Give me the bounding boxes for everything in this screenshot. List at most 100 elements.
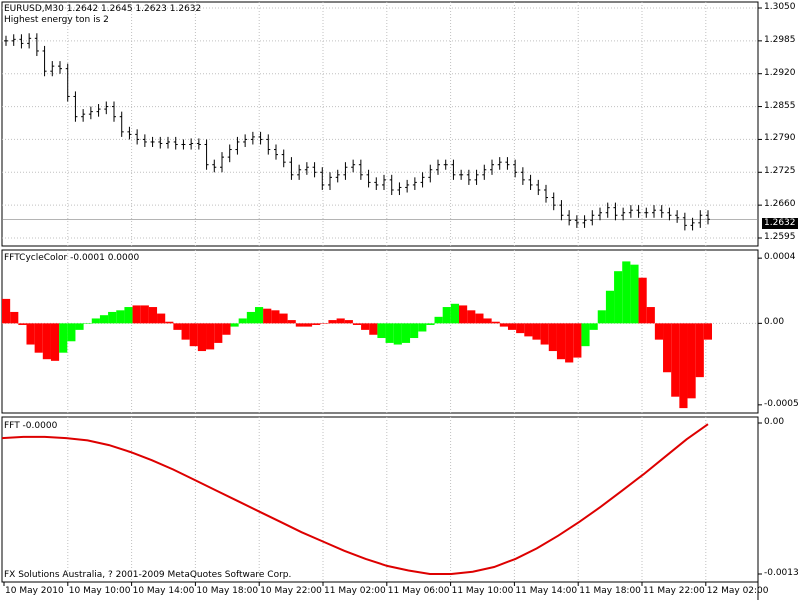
histogram-bar: [18, 323, 27, 325]
ohlc-bar: [598, 207, 602, 221]
histogram-bar: [352, 323, 362, 325]
histogram-bar: [679, 323, 688, 409]
ohlc-bar: [412, 177, 417, 190]
price-axis-label: 1.2790: [764, 133, 796, 144]
ohlc-bar: [628, 205, 633, 218]
ohlc-bar: [389, 174, 394, 196]
histogram-bar: [385, 323, 394, 343]
histogram-bar: [26, 323, 35, 345]
ohlc-bar: [304, 162, 309, 175]
fft-cycle-histogram: [2, 261, 712, 409]
time-axis-label: 11 May 06:00: [387, 586, 450, 596]
panel-frame: [1, 249, 759, 414]
ohlc-bar: [212, 159, 217, 173]
histogram-bar: [507, 323, 517, 330]
ohlc-bar: [382, 174, 386, 190]
ohlc-bar: [636, 205, 641, 218]
ohlc-bar: [551, 192, 556, 211]
ohlc-bar: [266, 134, 271, 155]
ohlc-bar: [204, 139, 209, 170]
ohlc-bar: [243, 134, 248, 148]
histogram-bar: [83, 323, 92, 324]
ohlc-bar: [343, 162, 348, 180]
histogram-bar: [426, 323, 435, 325]
ohlc-bar: [297, 164, 302, 180]
cycle-header: FFTCycleColor -0.0001 0.0000: [4, 253, 140, 263]
histogram-bar: [116, 310, 125, 324]
price-axis-label: 1.2660: [764, 199, 796, 210]
histogram-bar: [516, 323, 525, 334]
ohlc-bar: [11, 34, 16, 46]
histogram-bar: [459, 305, 468, 324]
histogram-bar: [467, 310, 476, 324]
price-bars: [4, 33, 710, 231]
histogram-bar: [238, 318, 247, 324]
ohlc-bar: [281, 149, 286, 168]
histogram-bar: [475, 313, 484, 324]
time-axis-label: 10 May 18:00: [196, 586, 259, 596]
ohlc-bar: [613, 202, 618, 221]
histogram-bar: [532, 323, 541, 340]
ohlc-bar: [451, 159, 456, 180]
time-axis-label: 12 May 02:00: [706, 586, 769, 596]
price-axis-label: 1.2985: [764, 34, 796, 45]
histogram-bar: [393, 323, 402, 345]
ohlc-bar: [366, 169, 371, 188]
ohlc-bar: [698, 210, 703, 228]
ohlc-bar: [112, 101, 116, 122]
ohlc-bar: [474, 169, 479, 185]
ohlc-bar: [351, 159, 356, 173]
histogram-bar: [222, 323, 231, 335]
histogram-bar: [34, 323, 43, 353]
histogram-bar: [605, 290, 615, 324]
histogram-bar: [287, 320, 296, 324]
time-axis-label: 11 May 22:00: [643, 586, 705, 596]
ohlc-bar: [235, 136, 240, 155]
histogram-bar: [336, 318, 345, 324]
histogram-bar: [450, 303, 460, 324]
histogram-bar: [246, 311, 255, 324]
ohlc-bar: [605, 202, 610, 218]
histogram-bar: [410, 323, 419, 339]
ohlc-bar: [528, 174, 533, 190]
histogram-bar: [491, 321, 500, 324]
ohlc-bar: [652, 205, 656, 218]
ohlc-bar: [58, 61, 62, 74]
histogram-bar: [630, 264, 639, 324]
current-price-tag: 1.2632: [762, 218, 798, 229]
ohlc-bar: [104, 101, 109, 115]
histogram-bar: [703, 323, 712, 340]
ohlc-bar: [127, 126, 132, 140]
ohlc-bar: [405, 179, 410, 193]
ohlc-bar: [659, 205, 664, 218]
histogram-bar: [524, 323, 533, 337]
histogram-bar: [214, 323, 223, 343]
histogram-bar: [654, 323, 664, 340]
histogram-bar: [10, 311, 19, 324]
time-axis-label: 10 May 2010: [5, 586, 64, 596]
ohlc-bar: [88, 106, 93, 120]
ohlc-bar: [482, 164, 487, 180]
ohlc-bar: [675, 210, 680, 223]
ohlc-bar: [520, 167, 525, 185]
ohlc-bar: [81, 109, 86, 122]
panel-frame: [1, 1, 759, 247]
price-axis-label: 1.2725: [764, 166, 796, 177]
ohlc-bar: [27, 33, 32, 49]
histogram-bar: [614, 271, 623, 324]
ohlc-bar: [312, 162, 317, 178]
ohlc-bar: [497, 157, 502, 170]
ohlc-bar: [574, 215, 579, 228]
ohlc-bar: [250, 131, 255, 145]
histogram-bar: [581, 323, 590, 347]
time-axis-label: 11 May 02:00: [324, 586, 386, 596]
ohlc-bar: [335, 169, 340, 183]
energy-note: Highest energy ton is 2: [4, 15, 109, 25]
panel-frames: [1, 1, 759, 600]
fft-header: FFT -0.0000: [4, 421, 58, 431]
histogram-bar: [434, 316, 443, 324]
ohlc-bar: [459, 169, 464, 180]
histogram-bar: [556, 323, 566, 360]
histogram-bar: [401, 323, 411, 343]
